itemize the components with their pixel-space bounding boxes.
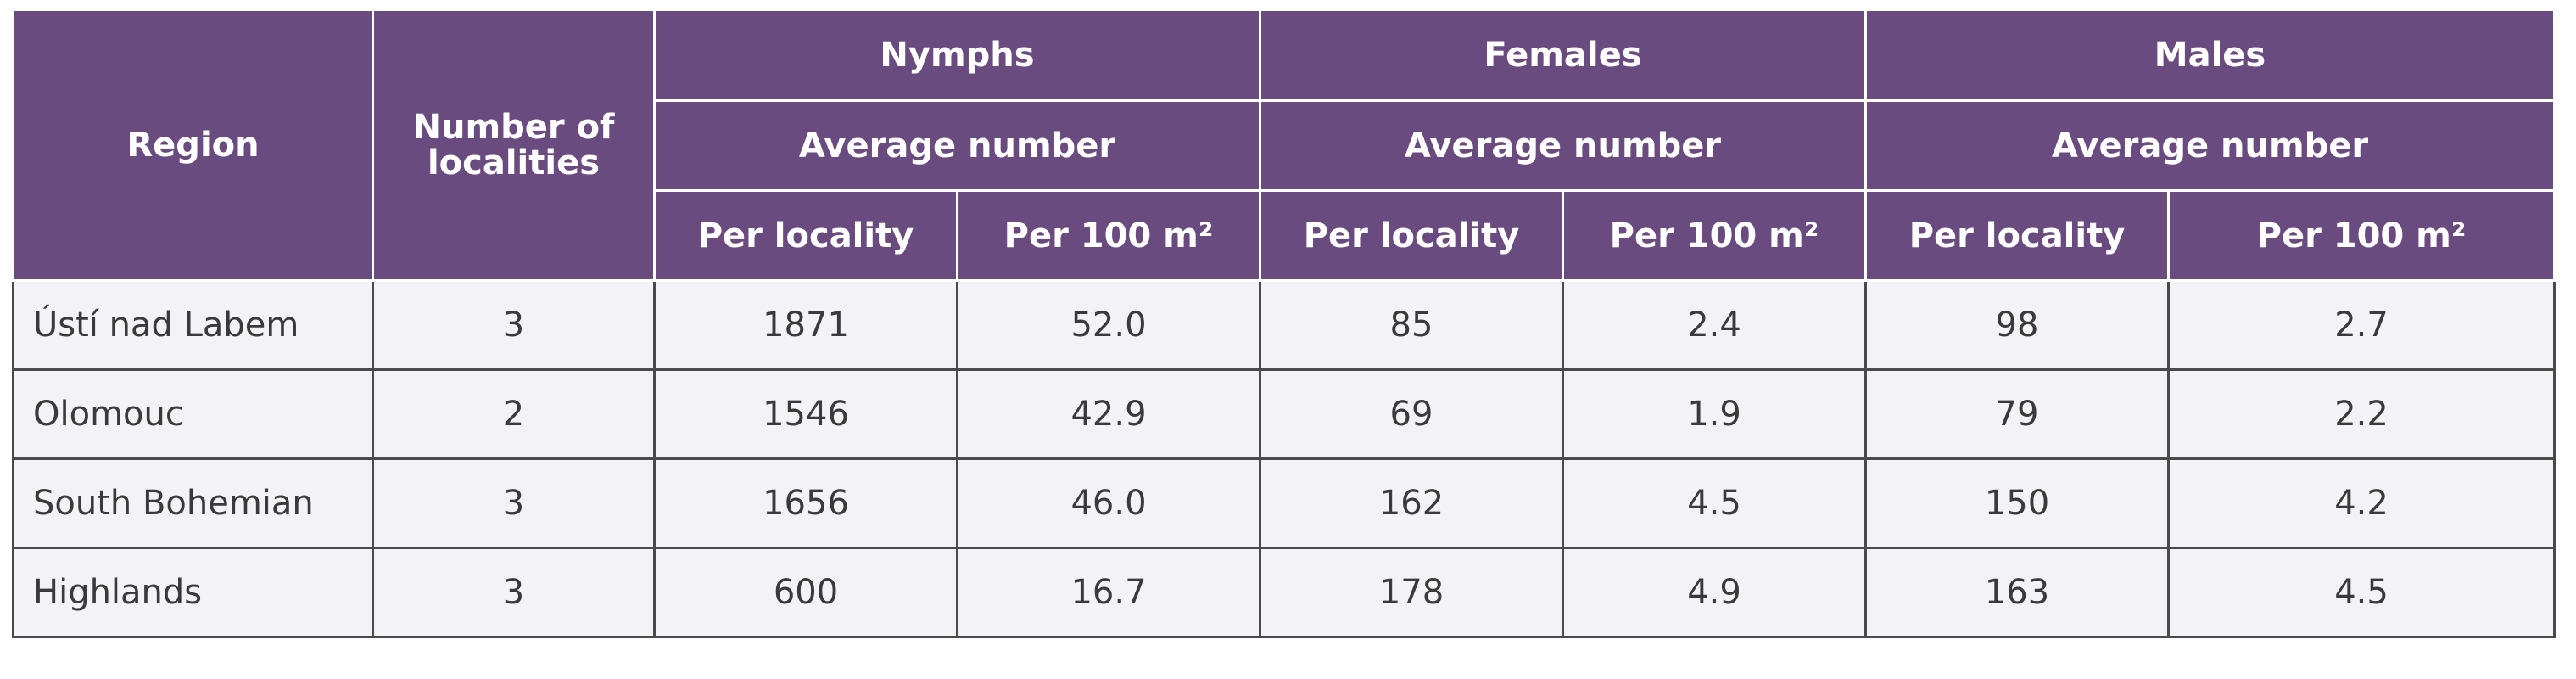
header-sub-nymphs: Average number	[653, 99, 1261, 192]
header-males-per-locality: Per locality	[1864, 189, 2170, 282]
header-sub-females: Average number	[1259, 99, 1867, 192]
table-row: Ústí nad Labem 3 1871 52.0 85 2.4 98 2.7	[12, 279, 2556, 371]
cell-females-per-locality: 162	[1259, 457, 1564, 549]
cell-nymphs-per-100m2: 42.9	[956, 368, 1261, 460]
header-females-per-100m2: Per 100 m²	[1562, 189, 1867, 282]
header-region: Region	[12, 8, 374, 282]
cell-nymphs-per-locality: 1656	[653, 457, 958, 549]
cell-females-per-100m2: 1.9	[1562, 368, 1867, 460]
cell-males-per-locality: 163	[1864, 547, 2170, 638]
header-sub-males: Average number	[1864, 99, 2556, 192]
cell-localities: 3	[372, 279, 656, 371]
header-group-females: Females	[1259, 8, 1867, 102]
table-row: Olomouc 2 1546 42.9 69 1.9 79 2.2	[12, 368, 2556, 460]
cell-nymphs-per-100m2: 16.7	[956, 547, 1261, 638]
cell-females-per-100m2: 4.9	[1562, 547, 1867, 638]
header-group-males: Males	[1864, 8, 2556, 102]
cell-females-per-locality: 178	[1259, 547, 1564, 638]
cell-males-per-100m2: 4.2	[2166, 457, 2556, 549]
cell-localities: 2	[372, 368, 656, 460]
cell-females-per-100m2: 2.4	[1562, 279, 1867, 371]
cell-males-per-locality: 150	[1864, 457, 2170, 549]
cell-nymphs-per-locality: 1546	[653, 368, 958, 460]
table-row: South Bohemian 3 1656 46.0 162 4.5 150 4…	[12, 457, 2556, 549]
cell-nymphs-per-100m2: 52.0	[956, 279, 1261, 371]
cell-males-per-100m2: 2.7	[2166, 279, 2556, 371]
cell-region: Highlands	[12, 547, 374, 638]
data-table-container: Region Number of localities Nymphs Femal…	[12, 8, 2556, 638]
data-table: Region Number of localities Nymphs Femal…	[12, 8, 2556, 638]
table-row: Highlands 3 600 16.7 178 4.9 163 4.5	[12, 547, 2556, 638]
cell-region: South Bohemian	[12, 457, 374, 549]
cell-localities: 3	[372, 547, 656, 638]
cell-region: Olomouc	[12, 368, 374, 460]
cell-nymphs-per-locality: 600	[653, 547, 958, 638]
cell-males-per-100m2: 2.2	[2166, 368, 2556, 460]
header-group-nymphs: Nymphs	[653, 8, 1261, 102]
cell-males-per-locality: 79	[1864, 368, 2170, 460]
cell-nymphs-per-locality: 1871	[653, 279, 958, 371]
cell-females-per-locality: 69	[1259, 368, 1564, 460]
cell-nymphs-per-100m2: 46.0	[956, 457, 1261, 549]
cell-region: Ústí nad Labem	[12, 279, 374, 371]
header-nymphs-per-100m2: Per 100 m²	[956, 189, 1261, 282]
header-females-per-locality: Per locality	[1259, 189, 1564, 282]
header-males-per-100m2: Per 100 m²	[2166, 189, 2556, 282]
cell-localities: 3	[372, 457, 656, 549]
cell-females-per-locality: 85	[1259, 279, 1564, 371]
cell-females-per-100m2: 4.5	[1562, 457, 1867, 549]
header-localities: Number of localities	[372, 8, 656, 282]
cell-males-per-locality: 98	[1864, 279, 2170, 371]
cell-males-per-100m2: 4.5	[2166, 547, 2556, 638]
header-nymphs-per-locality: Per locality	[653, 189, 958, 282]
